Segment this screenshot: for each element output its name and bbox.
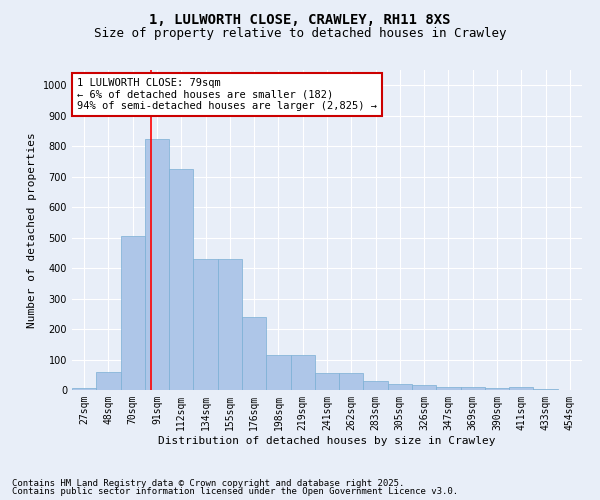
- Bar: [218, 259, 242, 390]
- Bar: [169, 169, 193, 390]
- Text: Size of property relative to detached houses in Crawley: Size of property relative to detached ho…: [94, 28, 506, 40]
- Text: Contains public sector information licensed under the Open Government Licence v3: Contains public sector information licen…: [12, 487, 458, 496]
- X-axis label: Distribution of detached houses by size in Crawley: Distribution of detached houses by size …: [158, 436, 496, 446]
- Bar: [121, 236, 145, 390]
- Bar: [388, 384, 412, 390]
- Bar: [266, 355, 290, 390]
- Bar: [72, 388, 96, 390]
- Bar: [339, 373, 364, 390]
- Y-axis label: Number of detached properties: Number of detached properties: [27, 132, 37, 328]
- Bar: [315, 373, 339, 390]
- Bar: [485, 388, 509, 390]
- Bar: [242, 317, 266, 390]
- Text: 1 LULWORTH CLOSE: 79sqm
← 6% of detached houses are smaller (182)
94% of semi-de: 1 LULWORTH CLOSE: 79sqm ← 6% of detached…: [77, 78, 377, 111]
- Text: Contains HM Land Registry data © Crown copyright and database right 2025.: Contains HM Land Registry data © Crown c…: [12, 478, 404, 488]
- Text: 1, LULWORTH CLOSE, CRAWLEY, RH11 8XS: 1, LULWORTH CLOSE, CRAWLEY, RH11 8XS: [149, 12, 451, 26]
- Bar: [436, 387, 461, 390]
- Bar: [96, 372, 121, 390]
- Bar: [290, 355, 315, 390]
- Bar: [364, 381, 388, 390]
- Bar: [193, 259, 218, 390]
- Bar: [461, 387, 485, 390]
- Bar: [412, 386, 436, 390]
- Bar: [145, 138, 169, 390]
- Bar: [509, 387, 533, 390]
